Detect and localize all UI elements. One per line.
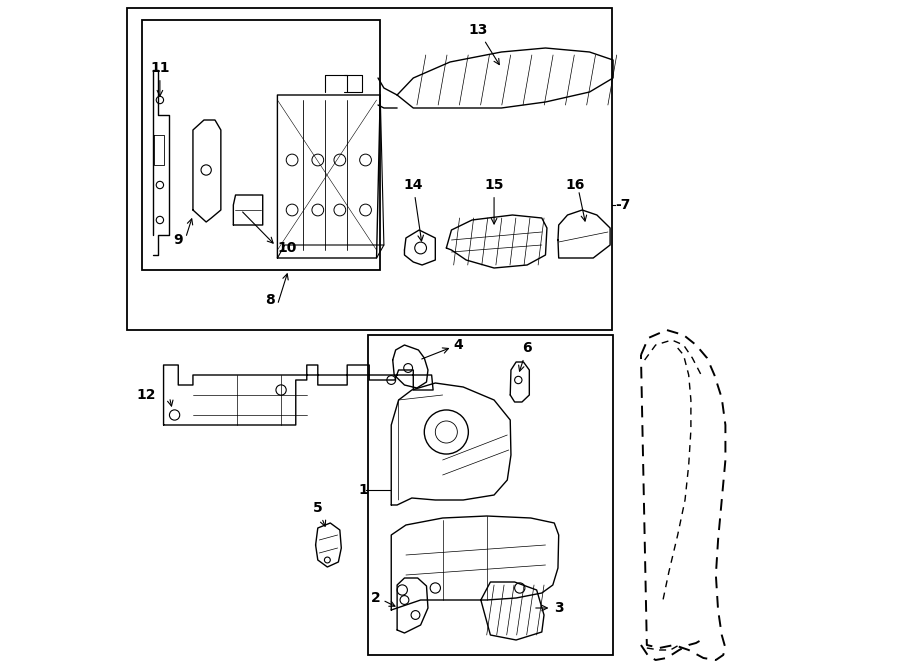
Text: -7: -7 — [616, 198, 631, 212]
Bar — [368, 335, 613, 655]
Text: 15: 15 — [484, 178, 504, 224]
Text: 11: 11 — [150, 61, 169, 96]
Text: 3: 3 — [554, 601, 564, 615]
Text: 9: 9 — [174, 233, 183, 247]
Text: 12: 12 — [137, 388, 157, 402]
Text: 1: 1 — [358, 483, 368, 497]
Text: 6: 6 — [518, 341, 532, 371]
Text: 16: 16 — [565, 178, 584, 192]
Bar — [141, 20, 380, 270]
Text: 14: 14 — [403, 178, 423, 241]
Bar — [127, 8, 612, 330]
Text: 13: 13 — [468, 23, 500, 65]
Text: 2: 2 — [371, 591, 380, 605]
Text: 10: 10 — [277, 241, 297, 255]
Text: 5: 5 — [313, 501, 326, 526]
Text: 8: 8 — [266, 293, 274, 307]
Text: 4: 4 — [454, 338, 464, 352]
